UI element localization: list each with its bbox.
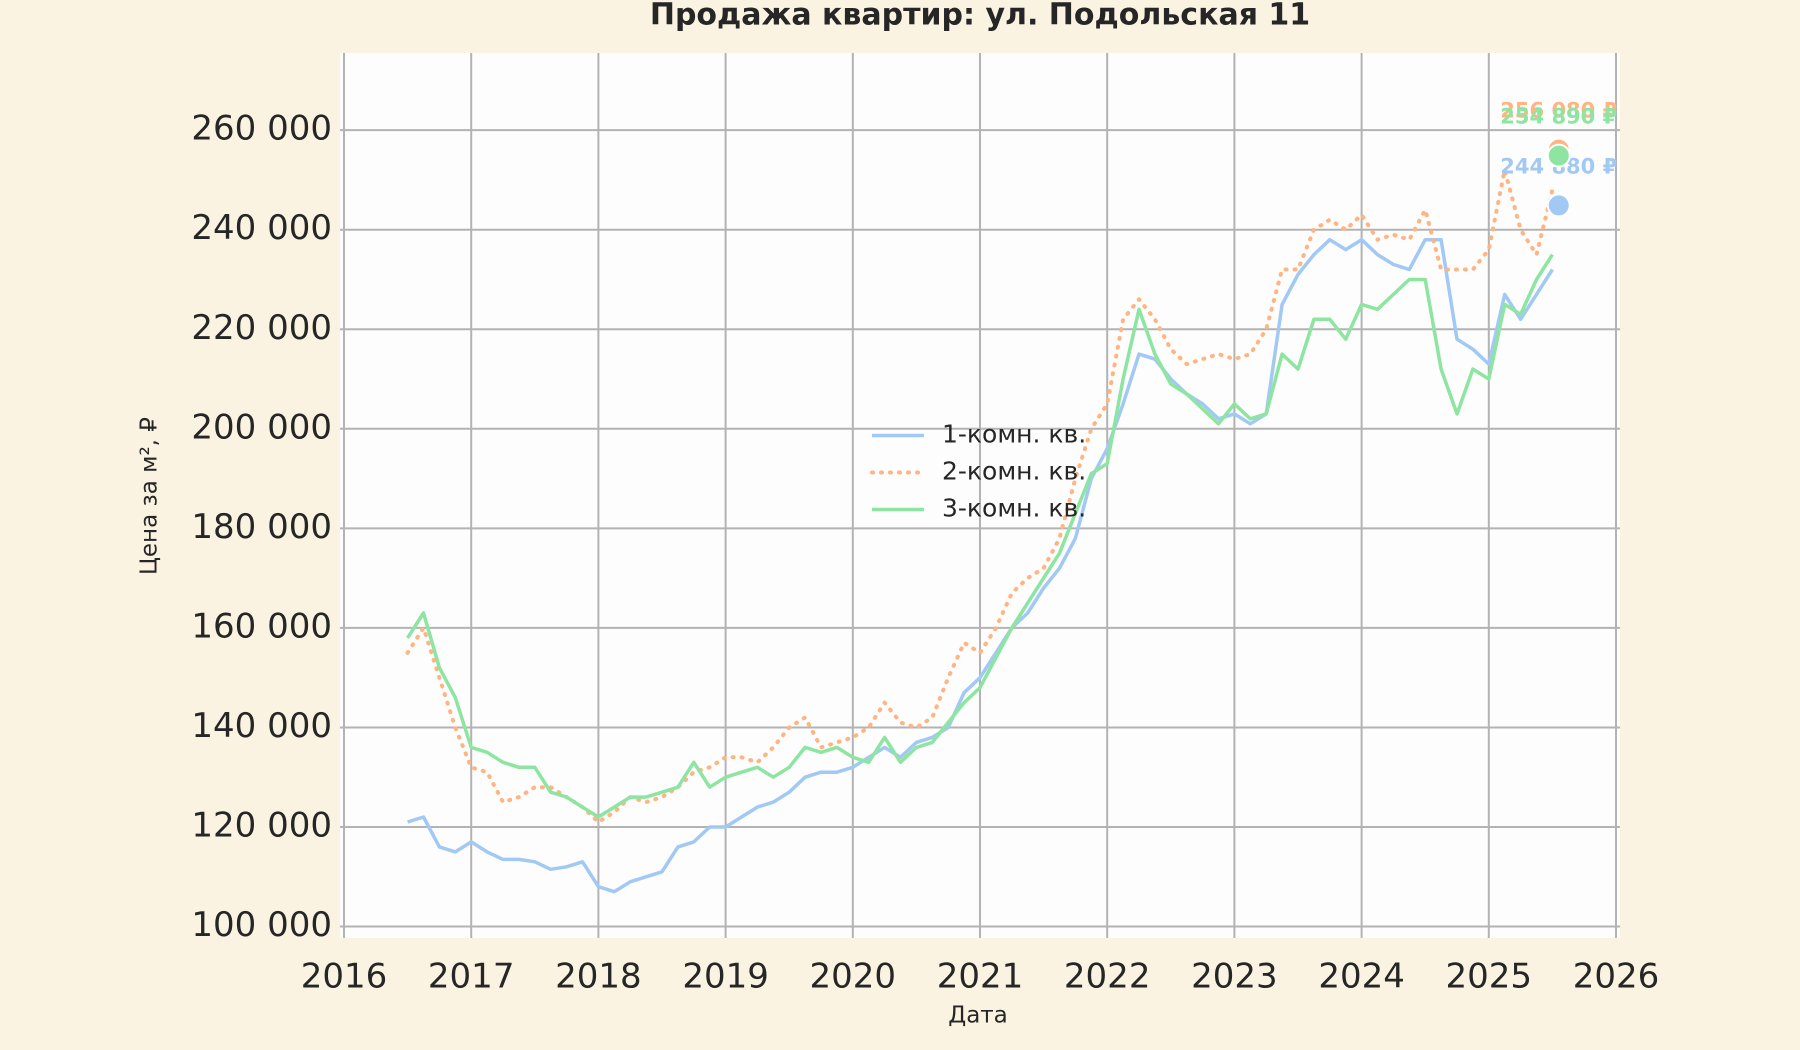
y-tick-label: 200 000 [191,407,332,447]
legend-label: 1-комн. кв. [942,420,1086,449]
x-tick-label: 2025 [1446,957,1533,997]
x-tick-label: 2024 [1318,957,1405,997]
end-value-label: 256 080 ₽ [1500,99,1617,123]
legend-label: 2-комн. кв. [942,457,1086,486]
x-axis-label: Дата [948,1003,1008,1029]
x-tick-label: 2026 [1573,957,1660,997]
x-tick-label: 2016 [301,957,388,997]
x-tick-label: 2020 [810,957,897,997]
y-tick-label: 180 000 [191,507,332,547]
x-tick-label: 2022 [1064,957,1151,997]
y-tick-label: 120 000 [191,806,332,846]
end-marker [1546,193,1571,218]
series-line [405,168,1555,824]
end-value-label: 254 890 ₽ [1500,105,1617,129]
y-tick-label: 100 000 [191,905,332,945]
legend: 1-комн. кв. 2-комн. кв. 3-комн. кв. [870,420,1086,523]
y-axis-label: Цена за м², ₽ [137,417,163,575]
chart-title: Продажа квартир: ул. Подольская 11 [650,0,1310,33]
y-tick-label: 260 000 [191,109,332,149]
x-tick-label: 2017 [428,957,515,997]
x-tick-label: 2018 [555,957,642,997]
x-tick-label: 2023 [1191,957,1278,997]
legend-label: 3-комн. кв. [942,494,1086,523]
y-tick-label: 220 000 [191,308,332,348]
y-tick-label: 140 000 [191,706,332,746]
y-tick-label: 160 000 [191,606,332,646]
series-line [407,237,1554,894]
x-tick-label: 2021 [937,957,1024,997]
end-marker [1546,143,1571,168]
series-line [406,253,1554,819]
y-tick-label: 240 000 [191,208,332,248]
x-tick-label: 2019 [682,957,769,997]
